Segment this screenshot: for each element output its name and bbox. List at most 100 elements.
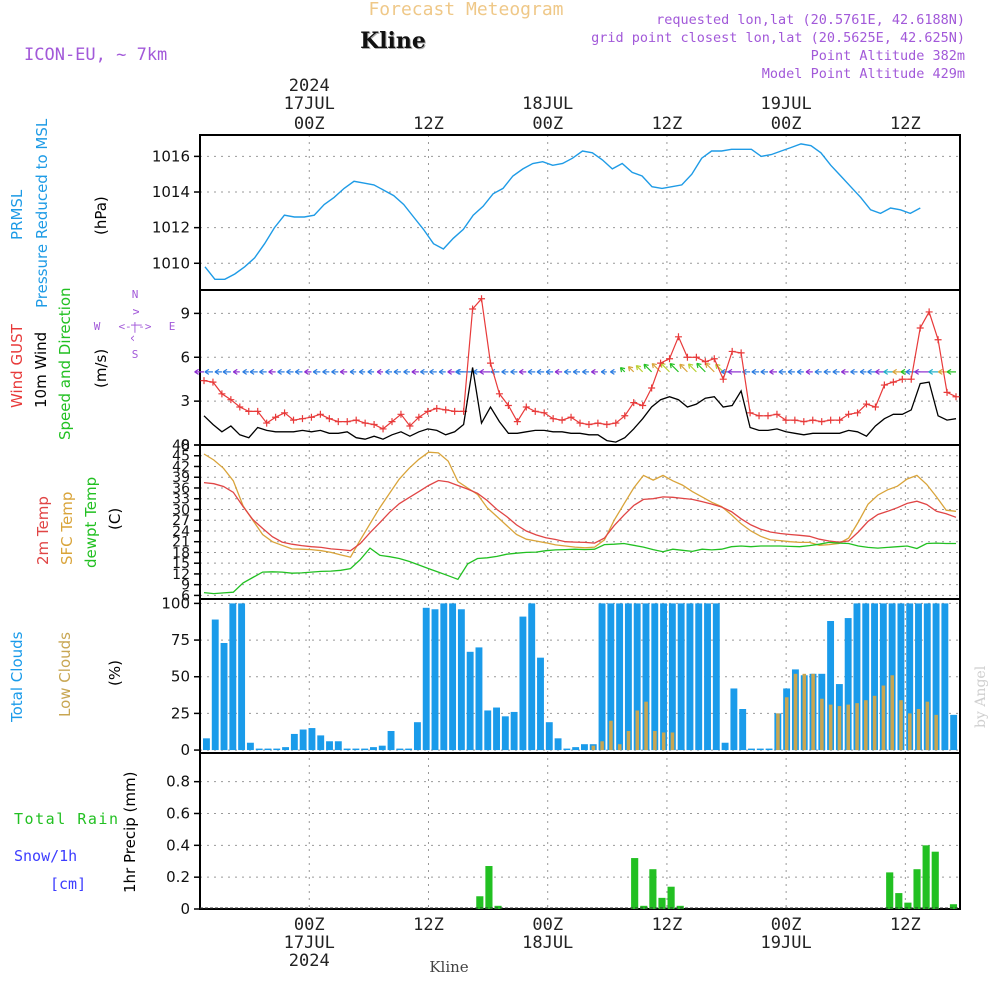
total-cloud-bar (440, 603, 448, 751)
wind-arrow-head (479, 368, 485, 375)
wind-arrow-head (456, 368, 461, 375)
wind-arrow-head (841, 368, 846, 375)
total-cloud-bar (554, 738, 562, 751)
gust-marker (952, 393, 960, 401)
wind-arrow-head (814, 368, 820, 375)
gust-marker (200, 377, 208, 385)
y-tick-label: 6 (181, 588, 190, 604)
total-cloud-bar (361, 748, 369, 751)
compass-e: E (169, 320, 176, 333)
wind-arrow-head (249, 368, 255, 375)
y-tick-label: 36 (172, 481, 190, 497)
y-tick-label: 9 (181, 578, 190, 594)
y-tick-label: 48 (172, 438, 190, 454)
wind-arrow-head (527, 368, 533, 375)
total-cloud-bar (721, 742, 729, 751)
total-cloud-bar (879, 603, 887, 751)
wind-arrow-head (222, 368, 228, 375)
low-cloud-bar (635, 710, 640, 751)
compass-w: W (94, 320, 101, 333)
gust-marker (504, 402, 512, 410)
wind-arrow-head (610, 368, 615, 375)
wind-arrow-head (194, 368, 199, 375)
wind-arrow-head (429, 368, 434, 375)
y-tick-label: 0.8 (166, 773, 190, 791)
low-cloud-bar (908, 713, 912, 751)
total-cloud-bar (572, 747, 580, 751)
total-cloud-bar (915, 603, 922, 751)
total-cloud-bar (871, 603, 878, 751)
y-tick-label: 21 (172, 535, 190, 551)
watermark: by Angel (973, 665, 989, 728)
total-cloud-bar (449, 603, 457, 751)
total-cloud-bar (493, 707, 500, 751)
dewpoint-line (203, 541, 956, 595)
wind-arrow-head (518, 368, 524, 375)
wind-arrow-head (787, 368, 793, 375)
wind-arrow-head (393, 368, 399, 375)
precip-tick-labels: 0 0.2 0.4 0.6 0.8 (166, 773, 200, 918)
gust-marker (245, 407, 253, 415)
gust-marker (254, 407, 262, 415)
date-label-top: 17JUL (284, 94, 335, 114)
gust-marker (227, 396, 235, 404)
wind-gust-markers (200, 295, 960, 433)
wind-arrow-head (376, 368, 382, 375)
wind-arrow (669, 363, 679, 373)
gust-marker (424, 407, 432, 415)
gridpoint-coords: grid point closest lon,lat (20.5625E, 42… (591, 30, 965, 46)
gust-marker (594, 419, 602, 427)
total-cloud-bar (906, 603, 914, 751)
total-cloud-bar (229, 603, 237, 751)
wind-unit: (m/s) (92, 349, 110, 388)
gust-marker (218, 390, 226, 398)
low-cloud-bar (828, 704, 833, 751)
wind-arrow-head (643, 363, 649, 370)
year-label-top: 2024 (289, 76, 330, 96)
wind-arrow-head (403, 368, 408, 375)
total-cloud-bar (695, 603, 703, 751)
gust-marker (361, 419, 369, 427)
wind-arrow-head (900, 368, 906, 375)
wind-arrow-head (554, 368, 560, 375)
compass-we: <-|-> (118, 320, 151, 333)
total-cloud-bar (264, 748, 272, 751)
gust-marker (531, 407, 539, 415)
low-clouds-label: Low Clouds (56, 632, 74, 717)
gust-marker (343, 418, 351, 426)
total-cloud-bar (220, 643, 228, 751)
wind-arrow-head (651, 362, 657, 369)
rain-bar (904, 902, 912, 909)
wind-arrow-head (536, 368, 542, 375)
wind-arrow-head (304, 368, 309, 375)
gust-marker (898, 375, 906, 383)
y-tick-label: 0.4 (166, 836, 190, 854)
gust-marker (433, 404, 441, 412)
grid-lines (200, 135, 960, 910)
gust-marker (603, 421, 611, 429)
clouds-unit: (%) (106, 660, 124, 686)
total-cloud-bar (668, 603, 676, 751)
gust-marker (549, 415, 557, 423)
low-cloud-bar (872, 695, 877, 751)
gust-marker (576, 419, 584, 427)
rain-bar (931, 851, 939, 909)
low-cloud-bar (802, 673, 807, 751)
dew-label: dewpt Temp (82, 477, 100, 568)
gust-marker (728, 347, 736, 355)
wind-arrow-head (259, 368, 264, 375)
total-cloud-bar (466, 651, 474, 751)
total-cloud-bar (633, 603, 641, 751)
gust-marker (388, 418, 396, 426)
y-tick-label: 33 (172, 492, 190, 508)
total-cloud-bar (501, 716, 509, 751)
wind-arrow-head (769, 368, 774, 375)
wind-arrow-head (367, 368, 373, 375)
gust-marker (755, 412, 763, 420)
y-tick-label: 1010 (152, 254, 190, 272)
compass-s: S (132, 348, 139, 361)
gust-marker (889, 378, 897, 386)
total-cloud-bar (422, 607, 430, 751)
total-cloud-bar (756, 748, 764, 751)
